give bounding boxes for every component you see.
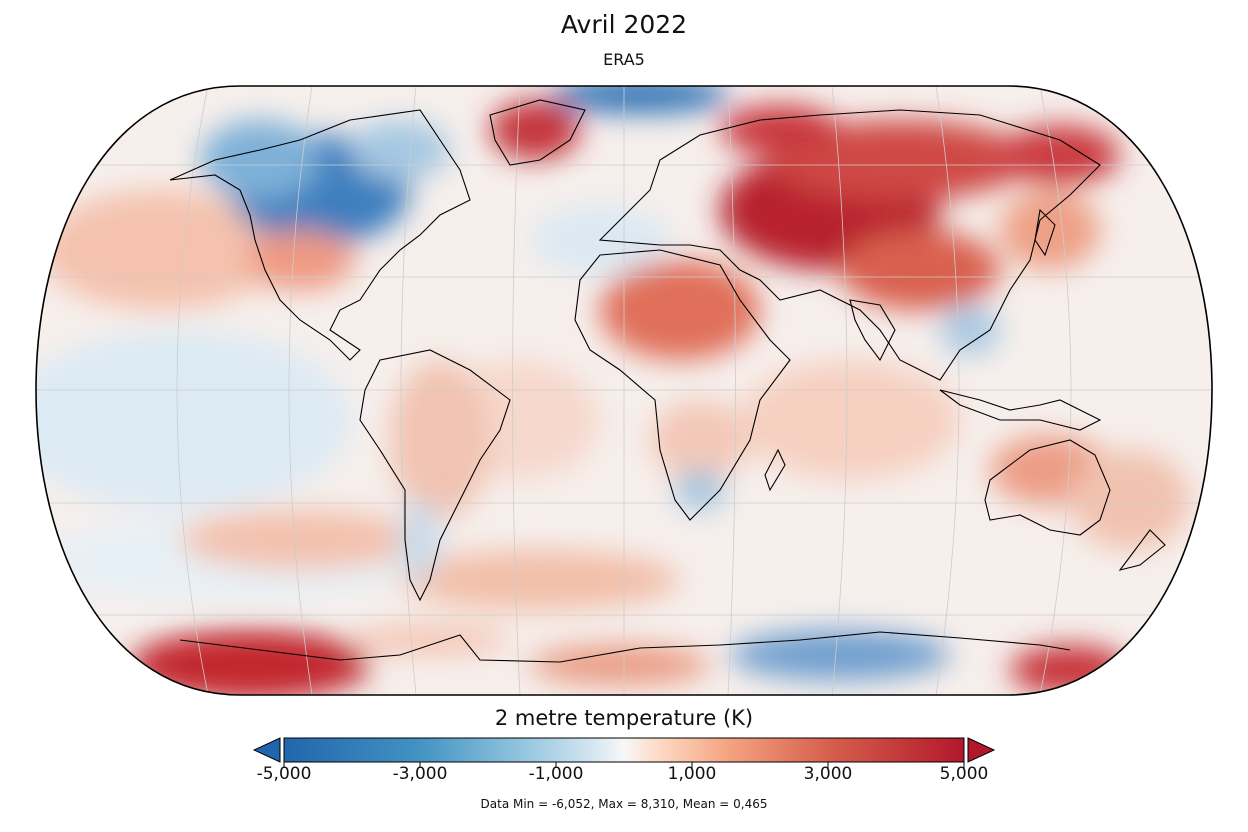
map-subtitle: ERA5 — [603, 50, 645, 69]
colorbar-extend-max — [967, 737, 996, 763]
map-frame — [35, 85, 1213, 696]
colorbar-tick-label: -5,000 — [256, 764, 312, 784]
world-map — [35, 85, 1213, 696]
colorbar-extend-min — [252, 737, 281, 763]
colorbar-tick-label: -3,000 — [392, 764, 448, 784]
colorbar-label: 2 metre temperature (K) — [494, 706, 754, 730]
colorbar-tick-label: -1,000 — [528, 764, 584, 784]
colorbar-tick-label: 3,000 — [803, 764, 853, 784]
graticule — [36, 86, 1212, 695]
colorbar-tick-label: 5,000 — [939, 764, 989, 784]
colorbar-gradient — [283, 737, 965, 763]
map-title: Avril 2022 — [560, 10, 688, 39]
coastlines — [169, 99, 1166, 663]
data-stats: Data Min = -6,052, Max = 8,310, Mean = 0… — [480, 797, 768, 811]
colorbar-tick-label: 1,000 — [667, 764, 717, 784]
anomaly-field — [36, 86, 1212, 695]
